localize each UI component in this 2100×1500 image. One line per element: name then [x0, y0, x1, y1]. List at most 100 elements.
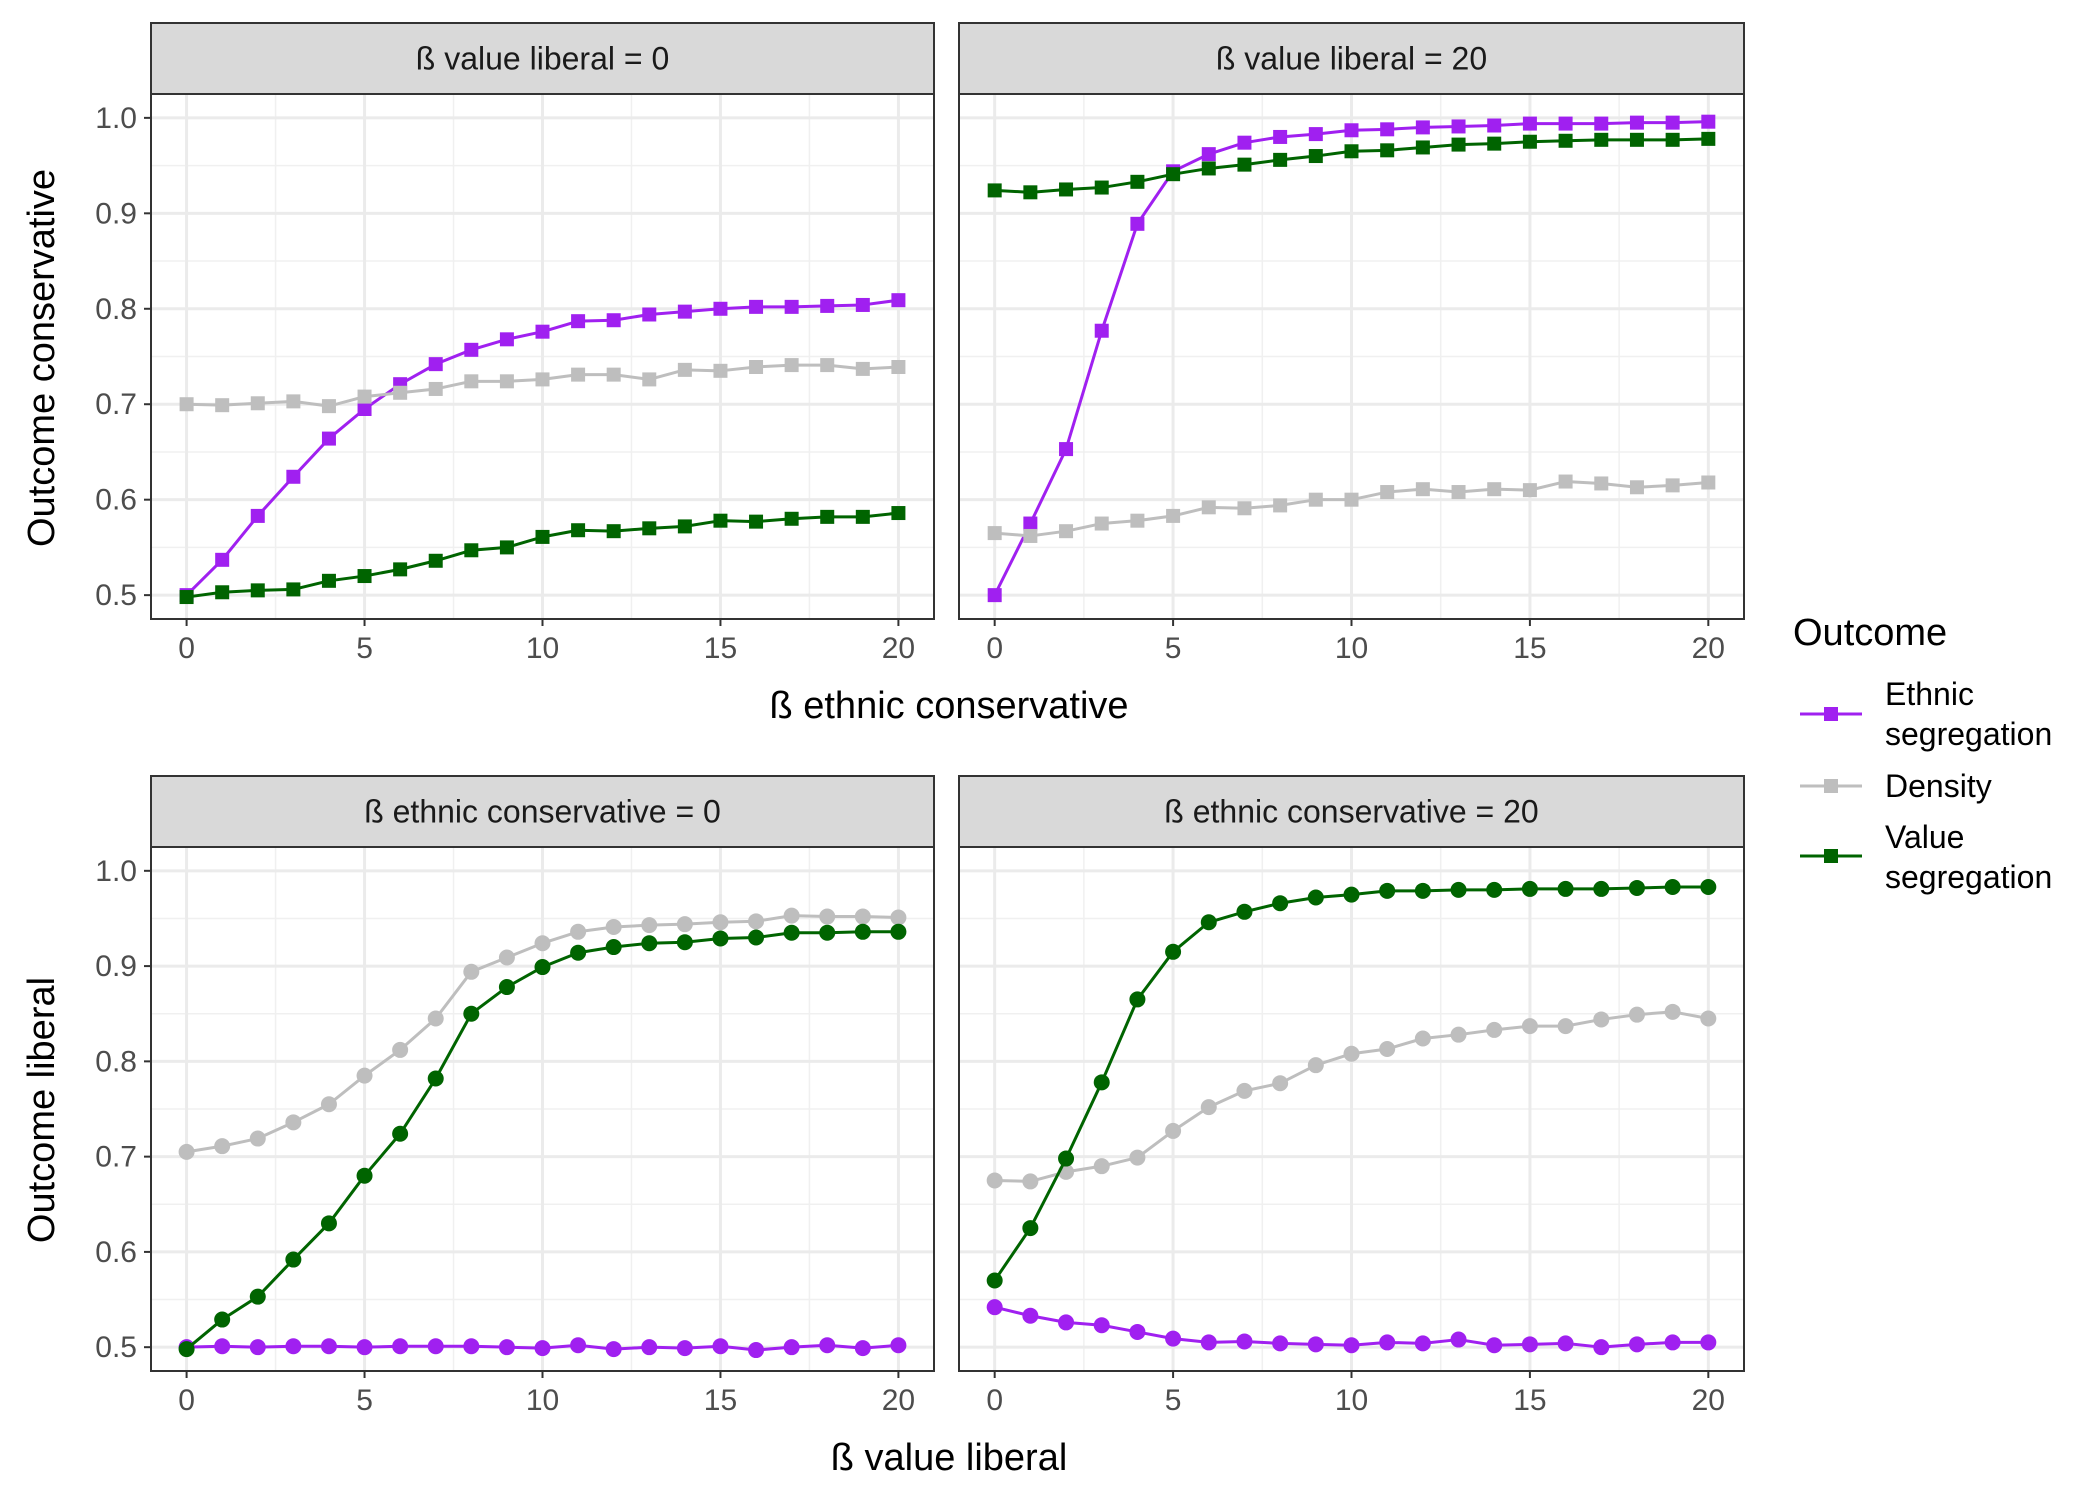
data-point: [605, 919, 622, 936]
data-point: [1343, 1045, 1360, 1062]
data-point: [464, 374, 479, 389]
data-point: [1522, 483, 1537, 498]
data-point: [1665, 132, 1680, 147]
legend-label: segregation: [1885, 859, 2052, 895]
data-point: [1165, 1330, 1182, 1347]
data-point: [1200, 1099, 1217, 1116]
data-point: [891, 506, 906, 521]
data-point: [1308, 492, 1323, 507]
data-point: [534, 935, 551, 952]
data-point: [1487, 136, 1502, 151]
data-point: [1665, 478, 1680, 493]
data-point: [1272, 1335, 1289, 1352]
data-point: [1415, 482, 1430, 497]
data-point: [285, 1114, 302, 1131]
data-point: [1343, 886, 1360, 903]
data-point: [215, 585, 230, 600]
data-point: [1165, 943, 1182, 960]
data-point: [783, 924, 800, 941]
legend-item: Density: [1800, 768, 1992, 804]
x-tick-label: 5: [1165, 632, 1182, 665]
data-point: [1628, 1006, 1645, 1023]
data-point: [748, 913, 765, 930]
legend-label: Ethnic: [1885, 676, 1974, 712]
strip-label: ß ethnic conservative = 20: [1164, 794, 1538, 830]
legend-label: Density: [1885, 768, 1992, 804]
series-value-segregation: [987, 131, 1716, 200]
data-point: [1701, 114, 1716, 129]
y-tick-label: 0.7: [95, 388, 137, 421]
data-point: [1522, 116, 1537, 131]
data-point: [1129, 1323, 1146, 1340]
data-point: [1273, 498, 1288, 513]
x-tick-label: 0: [178, 632, 195, 665]
data-point: [1344, 492, 1359, 507]
data-point: [1166, 167, 1181, 182]
legend-key-marker: [1824, 779, 1838, 793]
data-point: [1059, 182, 1074, 197]
y-tick-label: 0.8: [95, 293, 137, 326]
data-point: [1022, 1307, 1039, 1324]
data-point: [178, 1341, 195, 1358]
data-point: [1451, 119, 1466, 134]
data-point: [986, 1172, 1003, 1189]
data-point: [1201, 500, 1216, 515]
data-point: [1451, 485, 1466, 500]
bottom-y-axis-title: Outcome liberal: [21, 977, 63, 1243]
data-point: [178, 1143, 195, 1160]
data-point: [1379, 1334, 1396, 1351]
data-point: [1415, 140, 1430, 155]
strip-label: ß value liberal = 20: [1216, 41, 1487, 77]
top-x-axis-title: ß ethnic conservative: [769, 685, 1128, 727]
data-point: [1557, 880, 1574, 897]
data-point: [1379, 882, 1396, 899]
x-tick-label: 10: [526, 632, 559, 665]
data-point: [570, 923, 587, 940]
data-point: [1700, 879, 1717, 896]
data-point: [854, 1340, 871, 1357]
data-point: [356, 1067, 373, 1084]
data-point: [784, 358, 799, 373]
data-point: [820, 509, 835, 524]
data-point: [428, 381, 443, 396]
data-point: [1201, 147, 1216, 162]
data-point: [535, 372, 550, 387]
data-point: [819, 924, 836, 941]
data-point: [320, 1338, 337, 1355]
panel-4: ß ethnic conservative = 20 0 5 10 15 20: [958, 775, 1745, 1417]
data-point: [1451, 137, 1466, 152]
data-point: [676, 934, 693, 951]
strip-background: [958, 22, 1745, 95]
data-point: [1023, 185, 1038, 200]
y-tick-label: 0.5: [95, 1331, 137, 1364]
data-point: [1236, 1082, 1253, 1099]
y-tick-label: 0.8: [95, 1045, 137, 1078]
data-point: [606, 313, 621, 328]
data-point: [1414, 882, 1431, 899]
legend-items: Ethnic segregation Density Value segregation: [1800, 676, 2052, 895]
data-point: [1594, 476, 1609, 491]
data-point: [891, 293, 906, 308]
data-point: [1237, 157, 1252, 172]
data-point: [1486, 1021, 1503, 1038]
data-point: [1486, 1337, 1503, 1354]
data-point: [1236, 903, 1253, 920]
data-point: [1450, 881, 1467, 898]
data-point: [820, 298, 835, 313]
data-point: [1200, 1334, 1217, 1351]
x-tick-label: 5: [356, 1384, 373, 1417]
data-point: [641, 917, 658, 934]
series-density: [179, 358, 906, 414]
data-point: [320, 1096, 337, 1113]
data-point: [249, 1130, 266, 1147]
data-point: [1273, 152, 1288, 167]
data-point: [356, 1167, 373, 1184]
data-point: [1664, 879, 1681, 896]
data-point: [1558, 474, 1573, 489]
x-tick-label: 15: [704, 1384, 737, 1417]
data-point: [215, 398, 230, 413]
data-point: [498, 979, 515, 996]
series-ethnic-segregation: [178, 1337, 907, 1359]
data-point: [1700, 1334, 1717, 1351]
